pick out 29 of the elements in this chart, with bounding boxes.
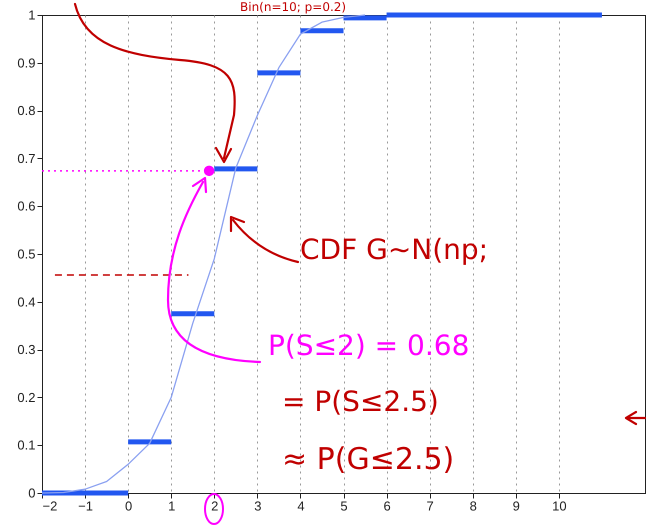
x-tick-label: −1 (78, 498, 93, 514)
y-tick-label: 0.8 (17, 103, 36, 118)
x-tick-label: 4 (297, 498, 305, 514)
x-tick-label: 3 (254, 498, 262, 514)
y-tick-label: 0.1 (17, 438, 36, 453)
y-tick-label: 0.4 (17, 294, 36, 310)
x-tick-label: 2 (211, 498, 218, 514)
x-tick-label: 0 (125, 498, 132, 514)
x-tick-label: 6 (383, 498, 391, 514)
y-tick-label: 0.5 (17, 246, 36, 262)
text: Bin(n=10; p=0.2) (240, 0, 346, 14)
y-tick-label: 0.7 (17, 150, 36, 166)
x-tick-label: 9 (512, 498, 520, 514)
y-tick-label: 0 (28, 486, 36, 500)
x-tick-label: 8 (470, 498, 477, 514)
y-tick-label: 1 (28, 8, 36, 22)
y-tick-label: 0.2 (17, 390, 36, 405)
x-tick-label: 5 (340, 498, 348, 514)
y-tick-label: 0.3 (17, 342, 36, 358)
x-tick-label: 7 (426, 498, 434, 514)
x-tick-label: −2 (42, 498, 58, 514)
x-tick-label: 10 (552, 498, 567, 514)
y-tick-label: 0.6 (17, 198, 36, 214)
x-tick-label: 1 (168, 498, 176, 514)
y-tick-label: 0.9 (17, 55, 36, 70)
annotation: ≈ P(G≤2.5) (282, 442, 454, 477)
annotation: = P(S≤2.5) (282, 385, 439, 418)
annotation: P(S≤2) = 0.68 (268, 329, 470, 362)
annotation: CDF G~N(np; (300, 233, 488, 266)
